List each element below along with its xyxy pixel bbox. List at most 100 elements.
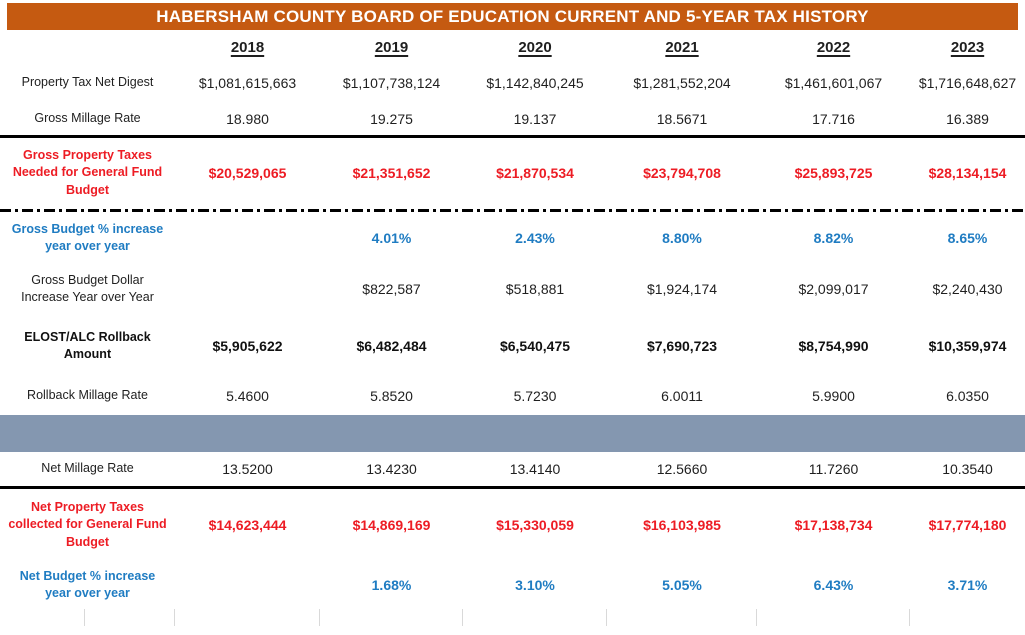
year-label: 2020 (518, 38, 552, 56)
gridline-cell (85, 609, 175, 626)
cell-value: $20,529,065 (208, 165, 287, 181)
cell-value: 10.3540 (942, 461, 993, 477)
cell-value: $7,690,723 (646, 338, 718, 354)
year-header: 2022 (757, 39, 910, 56)
page-title: HABERSHAM COUNTY BOARD OF EDUCATION CURR… (7, 3, 1018, 30)
cell-value: $15,330,059 (496, 517, 574, 533)
cell-value: $23,794,708 (643, 165, 721, 181)
cell-value: 16.389 (946, 110, 989, 127)
cell-value: 5.8520 (370, 388, 413, 404)
gridline-cell (463, 609, 607, 626)
cell-value: 6.43% (813, 577, 854, 593)
year-label: 2022 (816, 38, 851, 56)
gridline-cell (757, 609, 910, 626)
cell-value: 5.7230 (513, 388, 557, 404)
year-label: 2019 (374, 38, 409, 56)
year-header: 2021 (607, 39, 757, 56)
row-net-property-taxes: Net Property Taxes collected for General… (0, 489, 1025, 561)
cell-value: $14,869,169 (352, 517, 431, 533)
cell-value: 11.7260 (808, 461, 859, 477)
gridline-cell (320, 609, 463, 626)
cell-value: 6.0350 (946, 388, 989, 404)
cell-value: $6,482,484 (356, 338, 427, 354)
cell-value: 5.05% (662, 577, 702, 593)
row-gross-budget-pct-increase: Gross Budget % increase year over year 4… (0, 213, 1025, 263)
cell-value: $1,107,738,124 (342, 75, 441, 91)
row-gross-property-taxes: Gross Property Taxes Needed for General … (0, 138, 1025, 208)
row-elost-alc-rollback: ELOST/ALC Rollback Amount $5,905,622 $6,… (0, 315, 1025, 377)
row-gross-budget-dollar-increase: Gross Budget Dollar Increase Year over Y… (0, 263, 1025, 315)
cell-value: 13.5200 (222, 461, 273, 477)
cell-value: $25,893,725 (794, 165, 873, 181)
cell-value: 13.4230 (366, 461, 417, 477)
cell-value: $21,351,652 (352, 165, 431, 181)
cell-value: 2.43% (515, 230, 555, 246)
year-label: 2023 (950, 38, 985, 56)
cell-value: $1,142,840,245 (486, 75, 584, 91)
cell-value: $2,240,430 (932, 281, 1003, 297)
gridline-cell (607, 609, 757, 626)
cell-value: $21,870,534 (496, 165, 574, 181)
dash-dot-divider (0, 209, 1025, 212)
year-header-row: 2018 2019 2020 2021 2022 2023 (0, 30, 1025, 64)
cell-value: $28,134,154 (928, 165, 1007, 181)
year-label: 2021 (665, 38, 699, 56)
cell-value: $14,623,444 (208, 517, 287, 533)
gridline-cell (0, 609, 85, 626)
cell-value: 19.137 (513, 110, 557, 127)
cell-value: 8.65% (947, 230, 988, 246)
cell-value: $2,099,017 (798, 281, 869, 297)
row-property-tax-net-digest: Property Tax Net Digest $1,081,615,663 $… (0, 64, 1025, 102)
row-label: Rollback Millage Rate (27, 388, 148, 403)
year-header: 2019 (320, 39, 463, 56)
cell-value: 8.80% (662, 230, 702, 246)
row-label: Property Tax Net Digest (21, 75, 154, 90)
cell-value: 8.82% (813, 230, 854, 246)
row-label: Gross Budget % increase year over year (11, 221, 164, 254)
row-label: Net Millage Rate (41, 461, 134, 476)
cell-value: $1,924,174 (646, 281, 718, 297)
cell-value: $822,587 (362, 281, 421, 297)
cell-value: 17.716 (812, 110, 855, 127)
year-header: 2018 (175, 39, 320, 56)
cell-value: $10,359,974 (928, 338, 1007, 354)
cell-value: $5,905,622 (212, 338, 283, 354)
cell-value: 1.68% (371, 577, 412, 593)
row-label: Gross Property Taxes Needed for General … (12, 147, 163, 197)
cell-value: $17,138,734 (794, 517, 873, 533)
cell-value: 3.10% (515, 577, 555, 593)
gridline-cell (910, 609, 1025, 626)
cell-value: 5.4600 (226, 388, 269, 404)
cell-value: 19.275 (370, 110, 413, 127)
cell-value: $16,103,985 (643, 517, 721, 533)
row-label: Gross Millage Rate (34, 110, 141, 125)
row-label: Net Property Taxes collected for General… (8, 499, 167, 549)
cell-value: $1,281,552,204 (633, 75, 731, 91)
cell-value: 18.980 (226, 110, 269, 127)
cell-value: 4.01% (371, 230, 412, 246)
row-net-budget-pct-increase: Net Budget % increase year over year 1.6… (0, 561, 1025, 609)
row-rollback-millage-rate: Rollback Millage Rate 5.4600 5.8520 5.72… (0, 377, 1025, 415)
cell-value: 12.5660 (656, 461, 708, 477)
row-label: Net Budget % increase year over year (19, 568, 156, 601)
row-label: Gross Budget Dollar Increase Year over Y… (21, 272, 154, 305)
cell-value: $6,540,475 (499, 338, 571, 354)
cell-value: 6.0011 (661, 388, 703, 404)
row-gross-millage-rate: Gross Millage Rate 18.980 19.275 19.137 … (0, 102, 1025, 138)
year-label: 2018 (230, 38, 265, 56)
row-net-millage-rate: Net Millage Rate 13.5200 13.4230 13.4140… (0, 452, 1025, 489)
year-header: 2020 (463, 39, 607, 56)
cell-value: $1,716,648,627 (918, 75, 1017, 91)
cell-value: 5.9900 (812, 388, 855, 404)
cell-value: $518,881 (505, 281, 565, 297)
cell-value: $8,754,990 (798, 338, 869, 354)
gridline-cell (175, 609, 320, 626)
cell-value: $1,461,601,067 (784, 75, 883, 91)
year-header: 2023 (910, 39, 1025, 56)
cell-value: 13.4140 (509, 461, 561, 477)
cell-value: 3.71% (947, 577, 988, 593)
blue-gray-spacer-band (0, 415, 1025, 452)
cell-value: 18.5671 (656, 110, 708, 127)
cell-value: $17,774,180 (928, 517, 1007, 533)
cell-value: $1,081,615,663 (198, 75, 297, 91)
